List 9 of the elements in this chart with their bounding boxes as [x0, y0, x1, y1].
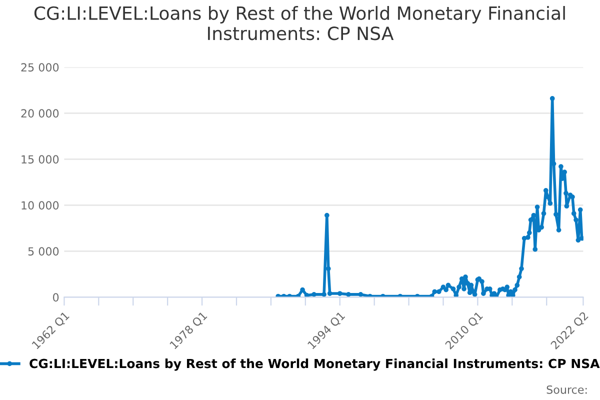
y-tick-label: 25 000 [21, 63, 59, 72]
y-tick-label: 5 000 [28, 247, 59, 256]
y-tick-label: 20 000 [21, 109, 59, 118]
y-tick-label: 15 000 [22, 155, 59, 164]
legend-label: CG:LI:LEVEL:Loans by Rest of the World Monetary Financial Instruments: CP NSA [30, 358, 600, 371]
y-tick-label: 10 000 [22, 201, 59, 210]
source-note: Source: [546, 385, 587, 394]
y-tick-label: 0 [53, 293, 59, 302]
chart-title: CG:LI:LEVEL:Loans by Rest of the World Monetary Financial Instruments: CP NSA [34, 6, 565, 40]
